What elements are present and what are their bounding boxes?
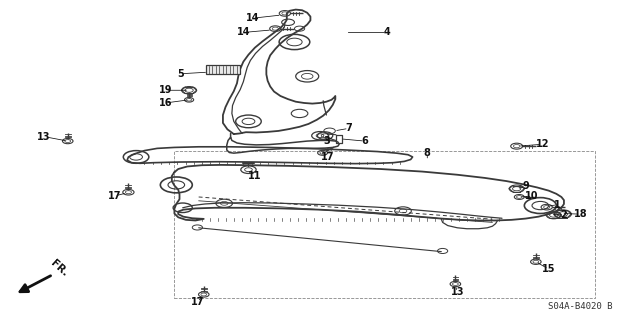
Text: 17: 17 bbox=[321, 152, 335, 162]
Text: FR.: FR. bbox=[49, 258, 70, 278]
Text: 2: 2 bbox=[561, 210, 567, 220]
Text: 17: 17 bbox=[191, 297, 204, 307]
Text: 13: 13 bbox=[37, 132, 51, 142]
Text: 9: 9 bbox=[522, 182, 529, 191]
Text: 3: 3 bbox=[323, 136, 330, 146]
Text: 7: 7 bbox=[346, 123, 352, 133]
Bar bbox=[174, 151, 595, 298]
Bar bbox=[206, 65, 239, 74]
Text: 19: 19 bbox=[159, 85, 172, 95]
Text: 11: 11 bbox=[248, 171, 262, 181]
Text: 14: 14 bbox=[246, 13, 260, 23]
Text: 13: 13 bbox=[451, 287, 464, 297]
Text: 12: 12 bbox=[536, 139, 549, 149]
Text: 1: 1 bbox=[554, 200, 561, 210]
Text: 16: 16 bbox=[159, 98, 172, 108]
Text: 8: 8 bbox=[424, 148, 431, 158]
Text: 4: 4 bbox=[383, 27, 390, 37]
Text: 15: 15 bbox=[542, 264, 556, 274]
Text: 6: 6 bbox=[362, 136, 368, 146]
Text: 5: 5 bbox=[177, 69, 184, 79]
Text: 14: 14 bbox=[237, 27, 250, 37]
Text: 10: 10 bbox=[525, 191, 539, 201]
Text: S04A-B4020 B: S04A-B4020 B bbox=[548, 302, 612, 311]
Text: 18: 18 bbox=[573, 209, 588, 219]
Text: 17: 17 bbox=[108, 191, 121, 201]
